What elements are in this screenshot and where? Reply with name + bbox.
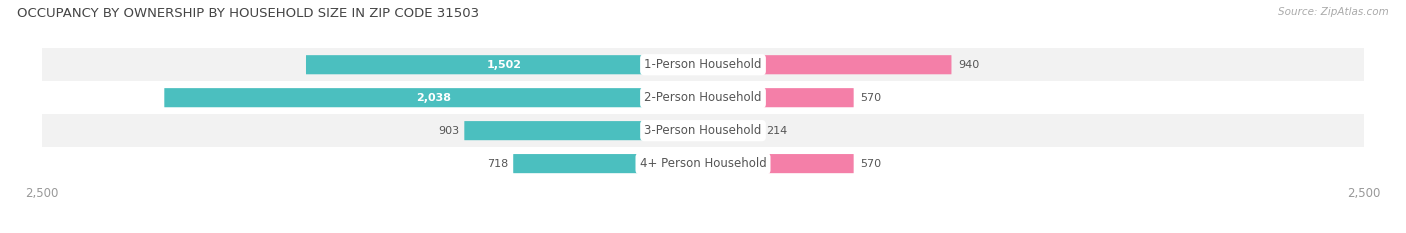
FancyBboxPatch shape [703,88,853,107]
FancyBboxPatch shape [703,121,759,140]
FancyBboxPatch shape [165,88,703,107]
Text: 570: 570 [860,93,882,103]
Text: 903: 903 [437,126,458,136]
Text: 2-Person Household: 2-Person Household [644,91,762,104]
FancyBboxPatch shape [703,55,952,74]
FancyBboxPatch shape [307,55,703,74]
Text: 570: 570 [860,159,882,169]
Text: Source: ZipAtlas.com: Source: ZipAtlas.com [1278,7,1389,17]
Text: 940: 940 [957,60,980,70]
Text: 1,502: 1,502 [486,60,522,70]
FancyBboxPatch shape [464,121,703,140]
Bar [42,81,1364,114]
Text: 4+ Person Household: 4+ Person Household [640,157,766,170]
Text: 3-Person Household: 3-Person Household [644,124,762,137]
Text: 718: 718 [486,159,508,169]
Text: 2,038: 2,038 [416,93,451,103]
Text: 1-Person Household: 1-Person Household [644,58,762,71]
Text: OCCUPANCY BY OWNERSHIP BY HOUSEHOLD SIZE IN ZIP CODE 31503: OCCUPANCY BY OWNERSHIP BY HOUSEHOLD SIZE… [17,7,479,20]
FancyBboxPatch shape [513,154,703,173]
Bar [42,147,1364,180]
Bar [42,114,1364,147]
Text: 214: 214 [766,126,787,136]
Bar [42,48,1364,81]
FancyBboxPatch shape [703,154,853,173]
